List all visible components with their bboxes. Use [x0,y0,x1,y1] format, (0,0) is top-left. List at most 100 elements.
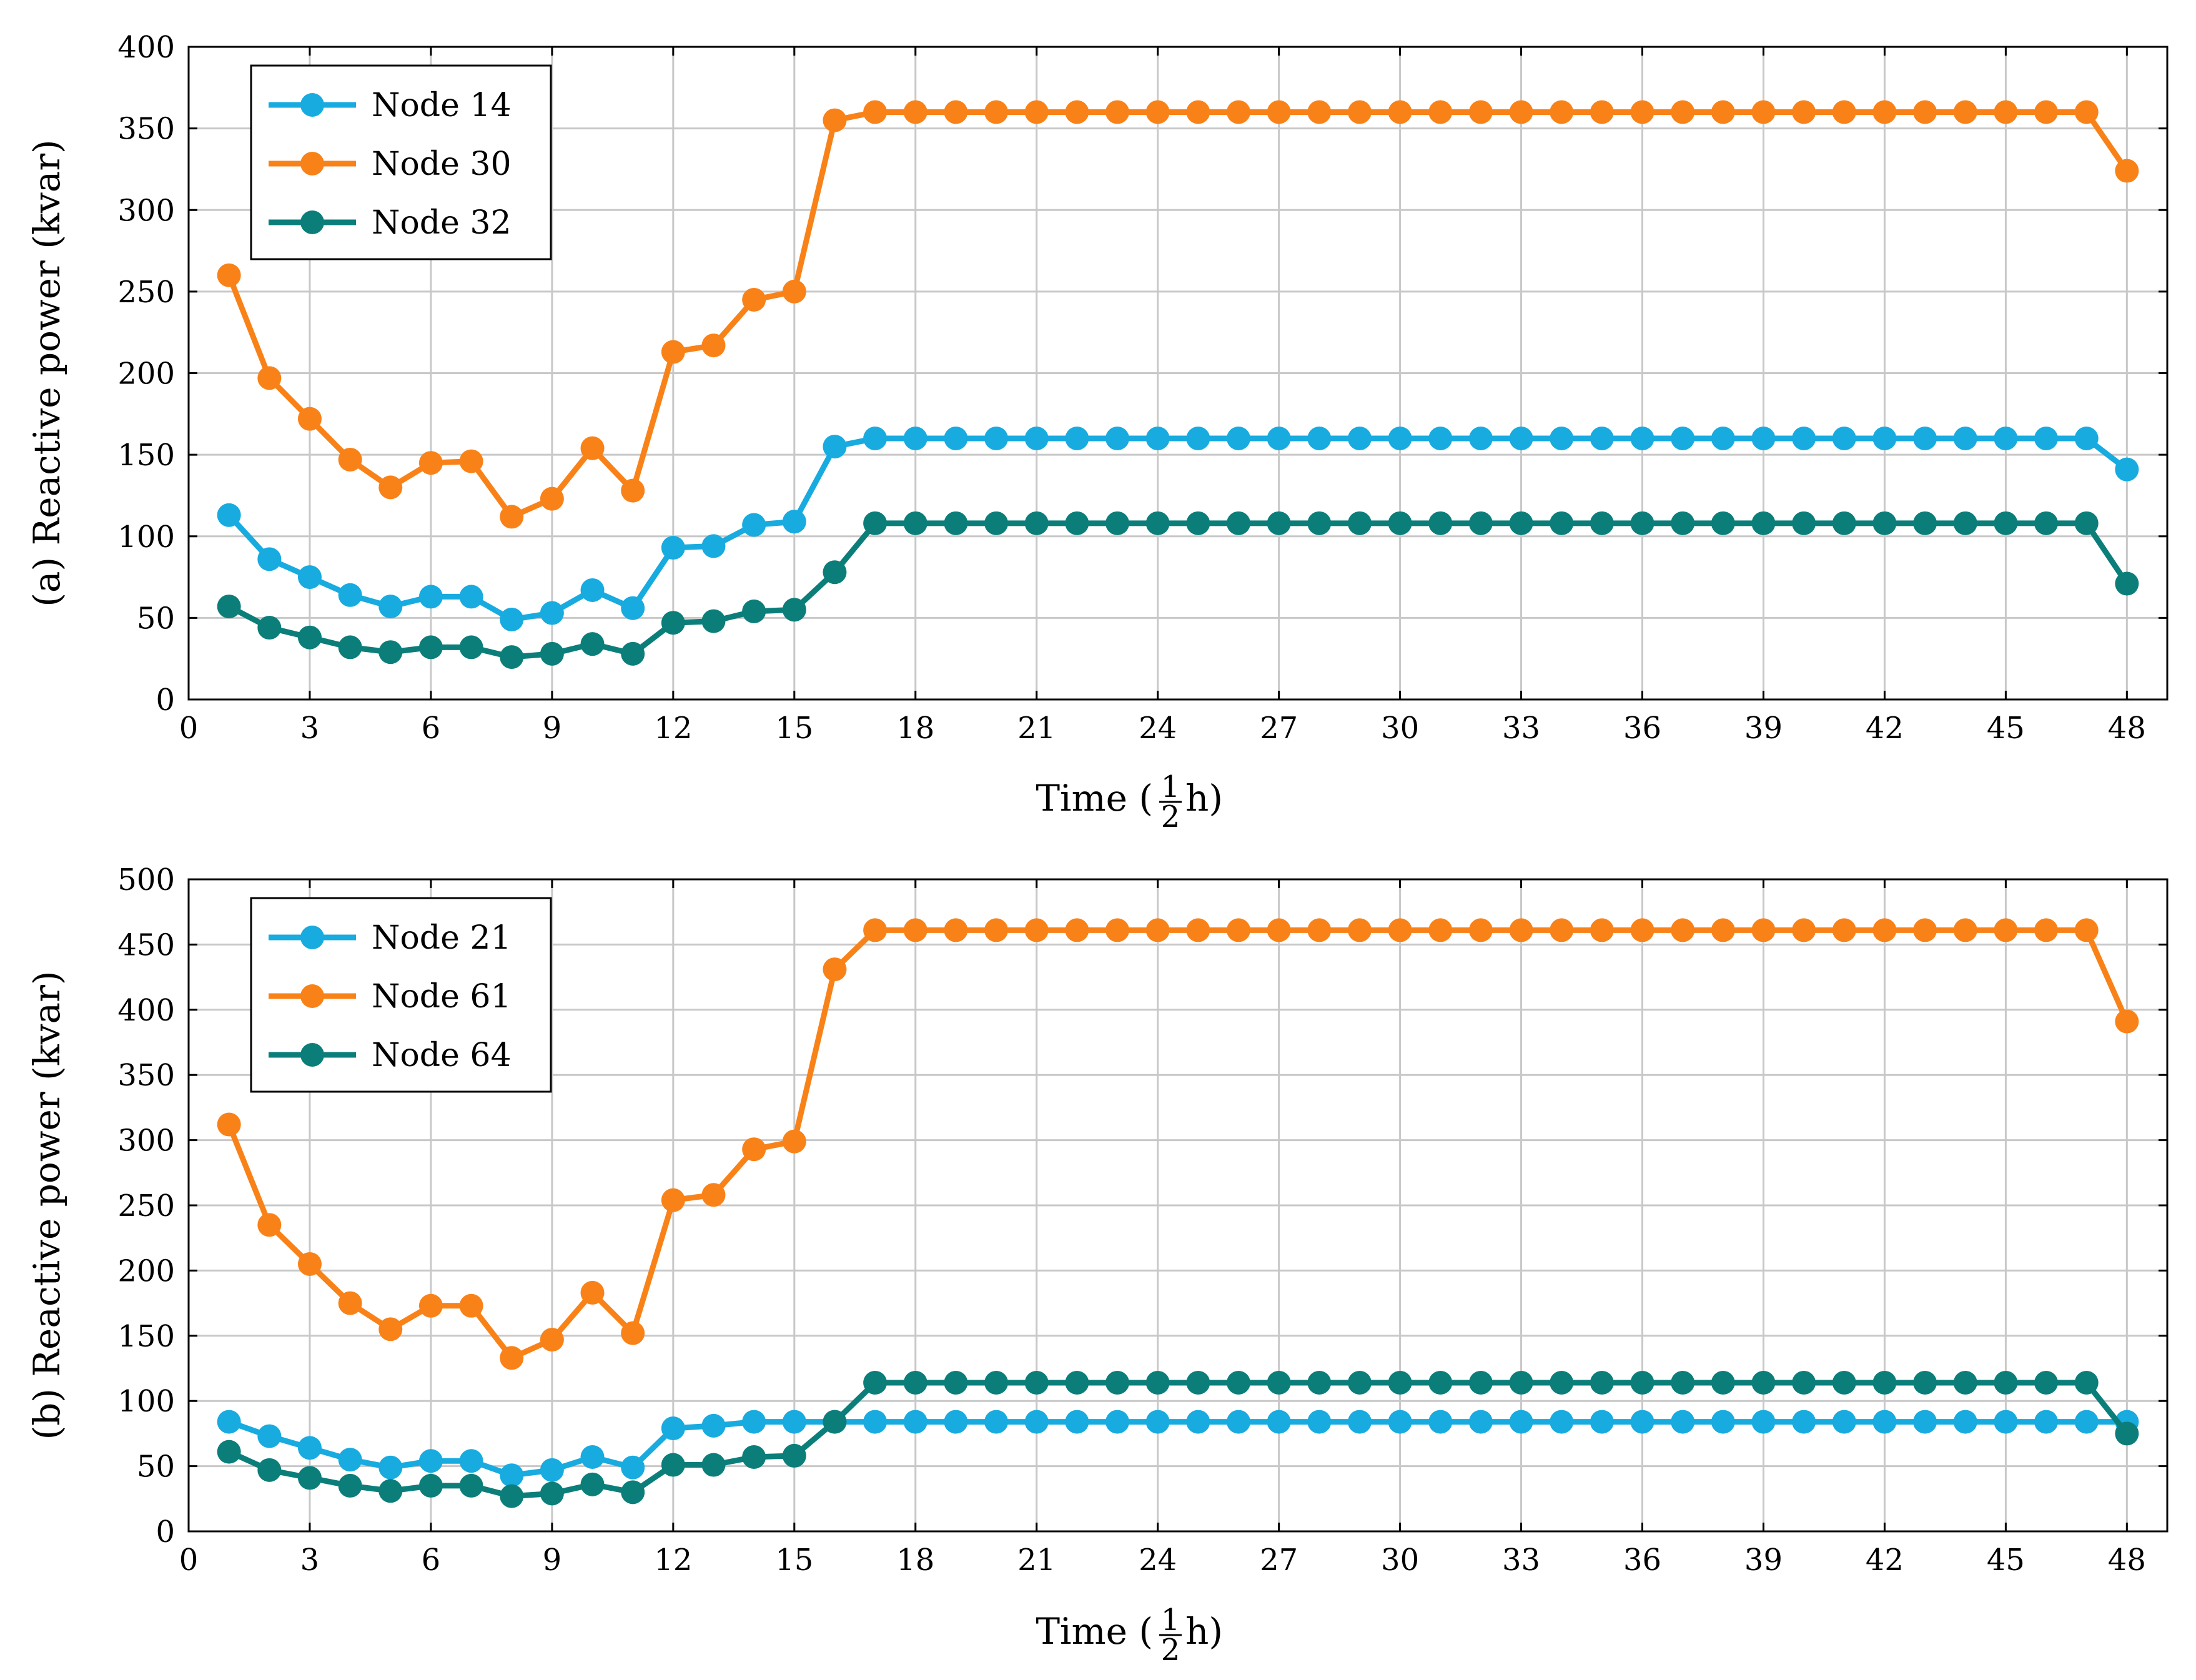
data-point [782,598,806,622]
data-point [1226,427,1250,450]
data-point [540,1481,564,1506]
data-point [1186,511,1210,535]
x-tick-label: 12 [654,711,692,746]
data-point [1711,1410,1735,1434]
legend-label: Node 32 [372,204,512,242]
data-point [1751,918,1776,942]
data-point [540,487,564,511]
data-point [500,1484,524,1508]
data-point [338,635,362,660]
data-point [1065,1370,1089,1395]
data-point [1872,1370,1897,1395]
data-point [823,560,847,585]
data-point [661,1453,685,1477]
x-axis-frac-denominator: 2 [1161,1633,1180,1668]
data-point [1428,1370,1453,1395]
data-point [297,625,322,650]
legend-label: Node 21 [372,919,512,957]
data-point [1024,100,1049,124]
data-point [1065,918,1089,942]
data-point [1994,427,2018,450]
data-point [540,1458,564,1482]
x-axis-frac-numerator: 1 [1161,1603,1180,1638]
data-point [1509,1370,1533,1395]
data-point [1428,918,1453,942]
data-point [1590,1410,1614,1434]
data-point [1226,511,1250,535]
x-tick-label: 45 [1987,711,2025,746]
data-point [661,536,685,560]
data-point [1630,1410,1654,1434]
data-point [1347,427,1372,450]
data-point [863,1410,888,1434]
data-point [217,595,241,619]
x-tick-label: 48 [2108,1543,2146,1578]
data-point [621,478,645,503]
data-point [1630,100,1654,124]
data-point [1671,427,1695,450]
data-point [1751,1370,1776,1395]
data-point [903,1410,927,1434]
data-point [742,599,766,623]
data-point [1913,511,1937,535]
data-point [701,1413,726,1438]
data-point [782,1129,806,1154]
legend-label: Node 14 [372,87,512,124]
data-point [1307,511,1332,535]
data-point [1186,1370,1210,1395]
data-point [701,1453,726,1477]
data-point [1751,427,1776,450]
data-point [1509,427,1533,450]
data-point [1550,1370,1574,1395]
data-point [217,263,241,287]
data-point [1267,511,1291,535]
y-tick-label: 200 [117,357,175,392]
y-tick-label: 250 [117,275,175,310]
data-point [1792,100,1816,124]
y-tick-label: 350 [117,1058,175,1093]
data-point [257,1213,282,1237]
data-point [823,435,847,459]
data-point [2034,100,2059,124]
data-point [418,1473,443,1498]
data-point [1468,1410,1493,1434]
data-point [1913,427,1937,450]
y-tick-label: 400 [117,30,175,65]
data-point [863,918,888,942]
data-point [1711,918,1735,942]
data-point [944,1410,968,1434]
data-point [2074,100,2099,124]
data-point [1913,100,1937,124]
data-point [1711,100,1735,124]
data-point [782,510,806,534]
data-point [621,1321,645,1345]
data-point [1792,1410,1816,1434]
data-point [580,1280,605,1305]
data-point [500,1346,524,1370]
data-point [1751,100,1776,124]
data-point [1550,100,1574,124]
data-point [944,100,968,124]
data-point [580,1445,605,1469]
x-tick-label: 18 [896,711,934,746]
data-point [1065,427,1089,450]
data-point [1186,100,1210,124]
data-point [1307,918,1332,942]
data-point [1428,100,1453,124]
data-point [1832,1370,1856,1395]
data-point [1468,1370,1493,1395]
legend-swatch-marker [300,926,324,949]
data-point [540,1328,564,1352]
data-point [1145,511,1170,535]
data-point [1953,511,1977,535]
data-point [1913,1370,1937,1395]
data-point [1388,1410,1412,1434]
data-point [903,511,927,535]
data-point [1751,1410,1776,1434]
data-point [1630,918,1654,942]
data-point [217,1440,241,1464]
y-tick-label: 100 [117,1384,175,1419]
x-tick-label: 0 [179,1543,199,1578]
data-point [863,100,888,124]
data-point [1347,511,1372,535]
